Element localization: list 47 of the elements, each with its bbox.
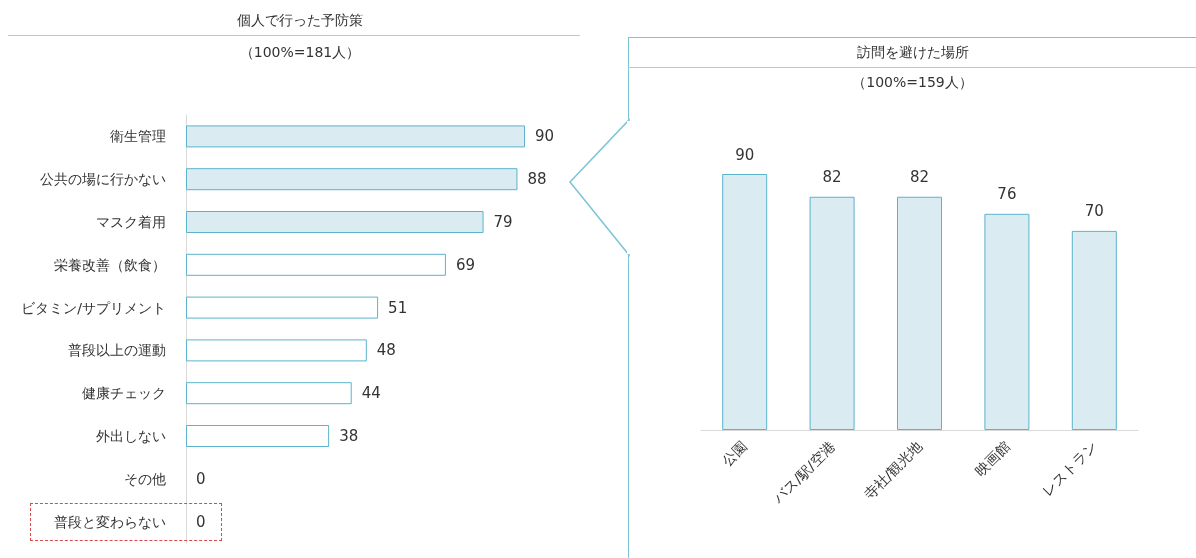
x-tick-label: バス/駅/空港 [769, 438, 838, 507]
bar [186, 296, 379, 319]
data-label: 88 [527, 170, 547, 189]
bar [186, 382, 352, 405]
chart-title: 訪問を避けた場所 [856, 44, 969, 60]
data-label: 90 [735, 145, 755, 164]
bar [186, 253, 446, 276]
y-tick-label: 普段以上の運動 [68, 342, 166, 359]
x-tick-label: 公園 [719, 438, 751, 470]
y-tick-label: 外出しない [96, 428, 166, 444]
bar [722, 174, 768, 430]
y-tick-label: ビタミン/サプリメント [21, 299, 166, 316]
y-tick-label: 健康チェック [82, 385, 166, 402]
bar [186, 168, 518, 191]
bar [186, 211, 484, 233]
data-label: 90 [535, 127, 555, 146]
bar [186, 125, 525, 148]
chart-subtitle: （100%=181人） [239, 44, 361, 60]
bar [809, 196, 855, 430]
bar [1071, 230, 1117, 430]
data-label: 69 [455, 255, 475, 274]
bar [897, 196, 942, 430]
data-label: 0 [196, 512, 206, 531]
data-label: 79 [493, 213, 513, 231]
chart-subtitle: （100%=159人） [852, 74, 973, 90]
y-tick-label: 公共の場に行かない [40, 171, 166, 188]
y-tick-label: マスク着用 [96, 214, 166, 230]
data-label: 44 [361, 384, 381, 403]
data-label: 38 [339, 427, 359, 445]
y-tick-label: 衛生管理 [110, 128, 166, 145]
chart-title: 個人で行った予防策 [237, 12, 363, 28]
bar [984, 213, 1030, 430]
data-label: 0 [196, 469, 206, 488]
bar [186, 425, 330, 447]
x-tick-label: レストラン [1039, 438, 1100, 500]
data-label: 82 [822, 168, 842, 187]
data-label: 51 [388, 298, 408, 317]
x-tick-label: 映画館 [971, 438, 1013, 480]
y-tick-label: その他 [124, 470, 166, 487]
y-tick-label: 栄養改善（飲食） [54, 256, 166, 273]
bar [186, 339, 367, 362]
data-label: 70 [1084, 202, 1104, 221]
data-label: 82 [909, 168, 930, 187]
data-label: 76 [997, 185, 1017, 204]
x-tick-label: 寺社/観光地 [861, 438, 926, 503]
data-label: 48 [376, 341, 396, 360]
y-tick-label: 普段と変わらない [54, 513, 166, 530]
